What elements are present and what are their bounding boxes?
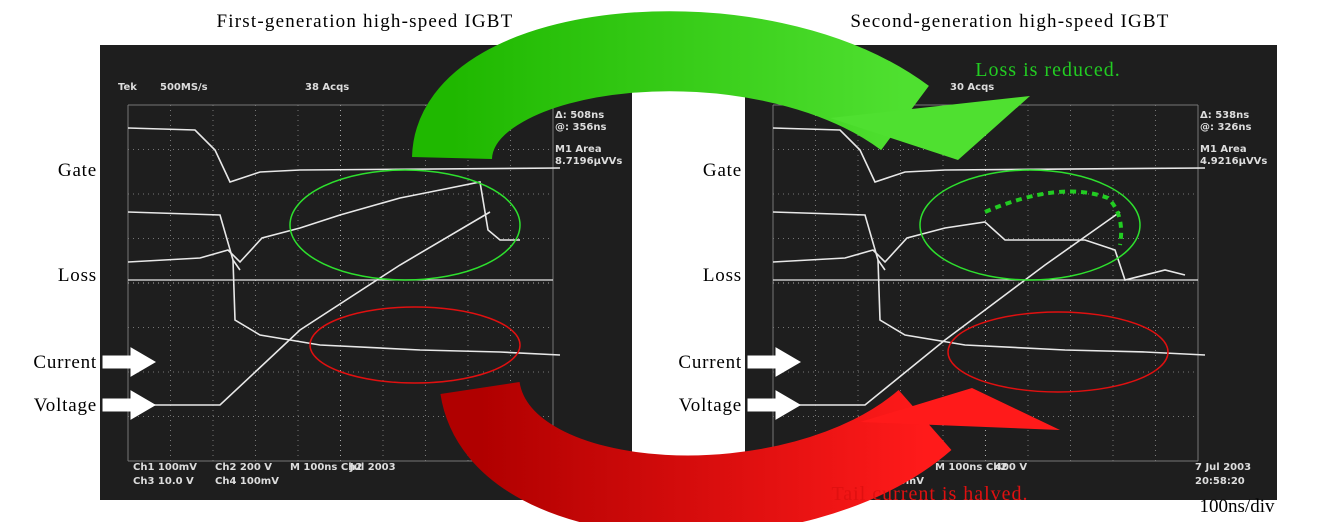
screen-readout: 4.9216μVVs [1200, 156, 1267, 167]
signal-label: Gate [703, 160, 742, 181]
trace [772, 211, 886, 271]
trace [127, 181, 520, 264]
signal-label: Current [33, 352, 97, 373]
loss-arrow-head [830, 96, 1030, 160]
screen-footer: M 100ns Ch2 [290, 462, 362, 473]
pointer-arrow [102, 390, 156, 420]
loss-annotation: Loss is reduced. [975, 59, 1120, 81]
screen-readout: @: 356ns [555, 122, 606, 133]
trace [127, 211, 241, 271]
trace [877, 259, 1206, 356]
screen-footer: Jul 2003 [349, 462, 396, 473]
pointer-arrow [747, 390, 801, 420]
signal-label: Loss [703, 265, 742, 286]
tail-arrow [440, 378, 952, 522]
signal-label: Current [678, 352, 742, 373]
signal-label: Voltage [34, 395, 97, 416]
screen-readout: Δ: 508ns [555, 110, 604, 121]
pointer-arrow [747, 347, 801, 377]
screen-footer: Ch4 100mV [215, 476, 279, 487]
trace [232, 259, 561, 356]
trace [773, 211, 1121, 406]
trace [772, 127, 1206, 183]
loss-ellipse [919, 169, 1141, 281]
signal-label: Loss [58, 265, 97, 286]
screen-footer: Ch3 10.0 V [133, 476, 194, 487]
screen-readout: Δ: 538ns [1200, 110, 1249, 121]
screen-header: 500MS/s [160, 82, 208, 93]
loss-ellipse [289, 169, 521, 281]
pointer-arrow [102, 347, 156, 377]
panel-title: Second-generation high-speed IGBT [850, 11, 1169, 32]
loss-arrow [412, 11, 929, 163]
screen-header: Tek [118, 82, 137, 93]
screen-footer: Ch2 200 V [215, 462, 272, 473]
screen-readout: 8.7196μVVs [555, 156, 622, 167]
screen-footer: M 100ns Ch2 [935, 462, 1007, 473]
screen-readout: M1 Area [555, 144, 602, 155]
screen-footer: 7 Jul 2003 [1195, 462, 1251, 473]
panel-title: First-generation high-speed IGBT [217, 11, 514, 32]
screen-header: 30 Acqs [950, 82, 994, 93]
tail-arrow-head [860, 388, 1060, 430]
tail-ellipse [947, 311, 1169, 393]
overlay: Loss is reduced. Tail current is halved. [289, 11, 1169, 522]
screen-footer: 400 V [995, 462, 1027, 473]
screen-header: 38 Acqs [305, 82, 349, 93]
screen-footer: 20:58:20 [1195, 476, 1245, 487]
signal-label: Voltage [679, 395, 742, 416]
tail-annotation: Tail current is halved. [831, 483, 1028, 505]
reference-loss-curve [984, 189, 1124, 246]
screen-readout: M1 Area [1200, 144, 1247, 155]
screen-footer: Ch1 100mV [133, 462, 197, 473]
trace [127, 127, 561, 183]
screen-readout: @: 326ns [1200, 122, 1251, 133]
signal-label: Gate [58, 160, 97, 181]
timebase-label: 100ns/div [1200, 496, 1275, 517]
tail-ellipse [309, 306, 521, 384]
trace [128, 211, 491, 406]
